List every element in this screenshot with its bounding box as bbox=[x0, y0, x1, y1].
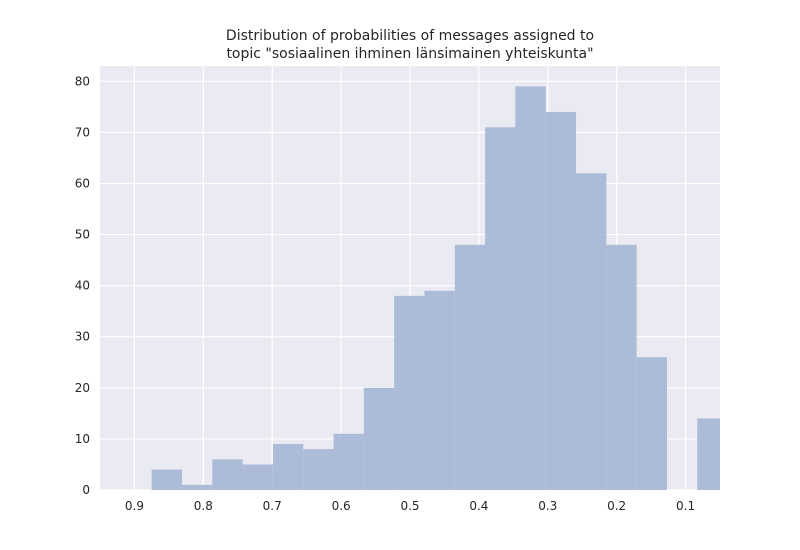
y-tick-label: 0 bbox=[82, 483, 90, 497]
y-tick-label: 80 bbox=[75, 74, 90, 88]
x-tick-label: 0.1 bbox=[676, 499, 695, 513]
histogram-bar bbox=[697, 418, 720, 490]
histogram-bar bbox=[333, 433, 364, 490]
histogram-bar bbox=[545, 111, 577, 491]
y-tick-label: 50 bbox=[75, 228, 90, 242]
x-tick-label: 0.7 bbox=[263, 499, 282, 513]
histogram-bar bbox=[363, 387, 395, 490]
histogram-bar bbox=[424, 290, 455, 490]
histogram-bar bbox=[272, 444, 304, 490]
x-tick-label: 0.9 bbox=[125, 499, 144, 513]
histogram-bar bbox=[454, 244, 486, 490]
y-axis-tick-labels: 0 10 20 30 40 50 60 70 80 bbox=[75, 74, 90, 497]
histogram-bars bbox=[151, 86, 720, 491]
histogram-bar bbox=[181, 484, 213, 490]
y-tick-label: 70 bbox=[75, 125, 90, 139]
histogram-bar bbox=[242, 464, 273, 490]
x-axis-tick-labels: 0.9 0.8 0.7 0.6 0.5 0.4 0.3 0.2 0.1 bbox=[125, 499, 695, 513]
histogram-bar bbox=[485, 127, 516, 490]
y-tick-label: 30 bbox=[75, 330, 90, 344]
x-tick-label: 0.4 bbox=[469, 499, 488, 513]
histogram-bar bbox=[394, 295, 425, 490]
x-tick-label: 0.6 bbox=[332, 499, 351, 513]
chart-title-line-1: Distribution of probabilities of message… bbox=[226, 28, 594, 44]
histogram-bar bbox=[515, 86, 546, 490]
histogram-bar bbox=[606, 244, 637, 490]
histogram-bar bbox=[151, 469, 182, 490]
chart-title-line-2: topic "sosiaalinen ihminen länsimainen y… bbox=[226, 46, 593, 62]
y-tick-label: 60 bbox=[75, 176, 90, 190]
chart-title: Distribution of probabilities of message… bbox=[226, 28, 594, 62]
x-tick-label: 0.3 bbox=[538, 499, 557, 513]
x-tick-label: 0.5 bbox=[400, 499, 419, 513]
histogram-bar bbox=[212, 459, 243, 490]
y-tick-label: 20 bbox=[75, 381, 90, 395]
y-tick-label: 10 bbox=[75, 432, 90, 446]
x-tick-label: 0.8 bbox=[194, 499, 213, 513]
histogram-bar bbox=[636, 357, 667, 490]
histogram-bar bbox=[303, 449, 334, 490]
y-tick-label: 40 bbox=[75, 279, 90, 293]
x-tick-label: 0.2 bbox=[607, 499, 626, 513]
histogram-bar bbox=[576, 173, 607, 491]
